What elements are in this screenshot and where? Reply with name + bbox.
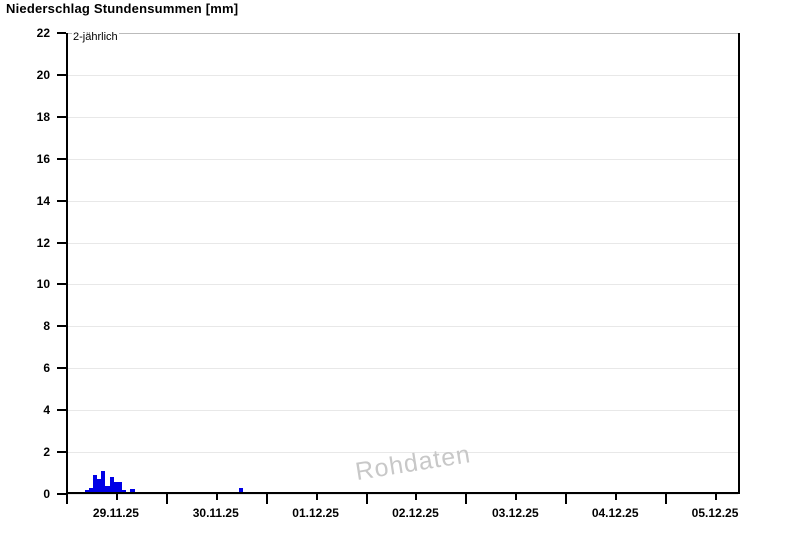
x-tick-minor xyxy=(715,494,718,500)
x-tick-major xyxy=(665,494,668,504)
y-tick-mark xyxy=(57,325,66,328)
bar xyxy=(88,487,93,492)
gridline xyxy=(68,74,738,76)
x-tick-label: 05.12.25 xyxy=(691,506,739,520)
x-tick-major xyxy=(165,494,168,504)
bar xyxy=(238,487,243,492)
x-tick-label: 29.11.25 xyxy=(92,506,139,520)
x-tick-major xyxy=(265,494,268,504)
threshold-label: 2-jährlich xyxy=(72,31,119,43)
bar xyxy=(92,475,98,492)
y-tick-label: 4 xyxy=(43,403,50,418)
gridline xyxy=(68,410,738,412)
x-tick-label: 01.12.25 xyxy=(292,506,339,520)
y-tick-label: 16 xyxy=(36,151,50,166)
y-tick-label: 22 xyxy=(36,26,50,40)
y-tick-mark xyxy=(57,283,66,286)
y-tick-label: 8 xyxy=(43,319,50,334)
x-tick-major xyxy=(66,494,68,504)
y-tick-label: 10 xyxy=(36,277,50,292)
bar xyxy=(130,488,135,492)
threshold-line xyxy=(68,33,738,34)
x-tick-label: 03.12.25 xyxy=(491,506,539,520)
x-tick-major xyxy=(365,494,368,504)
y-tick-mark xyxy=(57,409,66,412)
x-tick-label: 30.11.25 xyxy=(192,506,239,520)
x-tick-label: 02.12.25 xyxy=(392,506,439,520)
y-tick-mark xyxy=(57,241,66,244)
x-tick-label: 04.12.25 xyxy=(591,506,639,520)
bar xyxy=(105,485,110,492)
y-axis: 0 2 4 6 8 10 12 14 16 18 20 22 xyxy=(0,26,66,501)
bar xyxy=(117,481,123,492)
gridline xyxy=(68,242,738,244)
y-tick-label: 2 xyxy=(43,445,50,460)
bar-series xyxy=(68,33,738,492)
plot-area: 2-jährlich Rohdaten xyxy=(66,31,740,495)
gridline xyxy=(68,158,738,160)
bar xyxy=(109,477,114,492)
x-tick-minor xyxy=(115,494,118,500)
x-tick-minor xyxy=(315,494,318,500)
y-tick-label: 12 xyxy=(36,235,50,250)
bar xyxy=(113,481,118,492)
gridline xyxy=(68,452,738,454)
y-tick-label: 18 xyxy=(36,109,50,124)
gridline xyxy=(68,116,738,118)
bar xyxy=(101,471,106,492)
gridline xyxy=(68,284,738,286)
y-tick-mark xyxy=(57,451,66,454)
gridline xyxy=(68,368,738,370)
x-tick-minor xyxy=(515,494,518,500)
x-axis: 29.11.25 30.11.25 01.12.25 02.12.25 03.12.25… xyxy=(66,494,740,544)
y-tick-mark xyxy=(57,115,66,118)
y-tick-mark xyxy=(57,32,66,34)
gridline xyxy=(68,494,738,495)
gridline xyxy=(68,326,738,328)
y-tick-mark xyxy=(57,367,66,370)
x-tick-minor xyxy=(615,494,618,500)
y-tick-label: 14 xyxy=(36,193,50,208)
x-tick-major xyxy=(565,494,568,504)
page-title: Niederschlag Stundensummen [mm] xyxy=(6,1,239,16)
y-tick-mark xyxy=(57,493,66,495)
y-tick-label: 6 xyxy=(43,361,50,376)
x-tick-minor xyxy=(215,494,218,500)
x-tick-minor xyxy=(415,494,418,500)
y-tick-label: 0 xyxy=(43,487,50,501)
bar xyxy=(84,489,89,492)
y-tick-label: 20 xyxy=(36,67,50,82)
bar xyxy=(97,479,102,492)
x-tick-major xyxy=(465,494,468,504)
bar xyxy=(122,489,127,492)
gridline xyxy=(68,200,738,202)
y-tick-mark xyxy=(57,157,66,160)
y-tick-mark xyxy=(57,199,66,202)
y-tick-mark xyxy=(57,73,66,76)
